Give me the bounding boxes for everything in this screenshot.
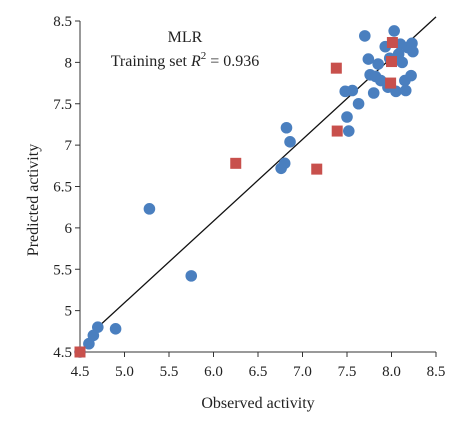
y-tick-label: 8.5 xyxy=(53,14,72,30)
data-point-square xyxy=(385,77,397,89)
y-tick-label: 8 xyxy=(65,55,73,71)
x-tick-label: 4.5 xyxy=(71,364,90,380)
data-point-circle xyxy=(388,25,400,37)
x-tick-label: 6.0 xyxy=(204,364,223,380)
data-point-circle xyxy=(346,84,359,97)
data-point-square xyxy=(386,56,397,68)
y-tick-label: 4.5 xyxy=(53,345,72,361)
y-tick-label: 7.5 xyxy=(53,97,72,113)
plot-area xyxy=(74,16,437,358)
data-point-circle xyxy=(341,111,353,123)
data-point-circle xyxy=(92,321,104,333)
data-point-square xyxy=(331,125,343,137)
data-point-circle xyxy=(284,136,296,148)
data-point-circle xyxy=(407,45,419,58)
data-point-circle xyxy=(362,53,375,65)
tick-labels: 4.5 5.0 5.5 6.0 6.5 7.0 7.5 8.0 8.5 4.5 5 5.5 6 6.5 7 7… xyxy=(53,14,445,380)
x-tick-label: 8.0 xyxy=(382,364,401,380)
y-tick-label: 6 xyxy=(65,221,73,237)
data-point-square xyxy=(330,62,342,74)
data-point-circle xyxy=(185,270,198,282)
r-squared-prefix: Training set xyxy=(111,53,191,70)
data-point-circle xyxy=(352,97,365,110)
r-squared-superscript: 2 xyxy=(201,50,207,62)
data-point-square xyxy=(311,163,323,175)
x-tick-label: 7.0 xyxy=(293,364,312,380)
data-point-circle xyxy=(109,323,122,335)
y-axis-title: Predicted activity xyxy=(25,144,42,256)
data-point-circle xyxy=(143,203,156,215)
data-point-square xyxy=(74,346,86,358)
data-point-circle xyxy=(342,125,355,137)
r-squared-symbol: R xyxy=(190,53,201,70)
y-tick-label: 6.5 xyxy=(53,180,72,196)
x-tick-label: 7.5 xyxy=(338,364,357,380)
data-point-circle xyxy=(359,30,371,42)
x-tick-label: 6.5 xyxy=(249,364,268,380)
data-point-circle xyxy=(399,84,412,97)
r-squared-annotation: Training set R2 = 0.936 xyxy=(111,50,260,70)
data-point-circle xyxy=(367,87,380,99)
data-point-circle xyxy=(372,58,384,70)
y-tick-label: 5.5 xyxy=(53,262,72,278)
x-axis-title: Observed activity xyxy=(201,395,314,412)
data-point-circle xyxy=(278,157,291,170)
model-label: MLR xyxy=(168,29,203,46)
r-squared-value: = 0.936 xyxy=(206,53,259,70)
x-tick-label: 8.5 xyxy=(427,364,446,380)
data-point-circle xyxy=(405,69,417,82)
data-point-circle xyxy=(280,121,293,134)
data-point-circle xyxy=(396,56,408,69)
data-point-square xyxy=(386,37,398,49)
y-tick-label: 5 xyxy=(65,304,73,320)
data-point-square xyxy=(230,157,242,169)
series-squares xyxy=(74,37,398,358)
x-tick-label: 5.0 xyxy=(115,364,134,380)
x-tick-label: 5.5 xyxy=(160,364,179,380)
y-tick-label: 7 xyxy=(65,138,73,154)
